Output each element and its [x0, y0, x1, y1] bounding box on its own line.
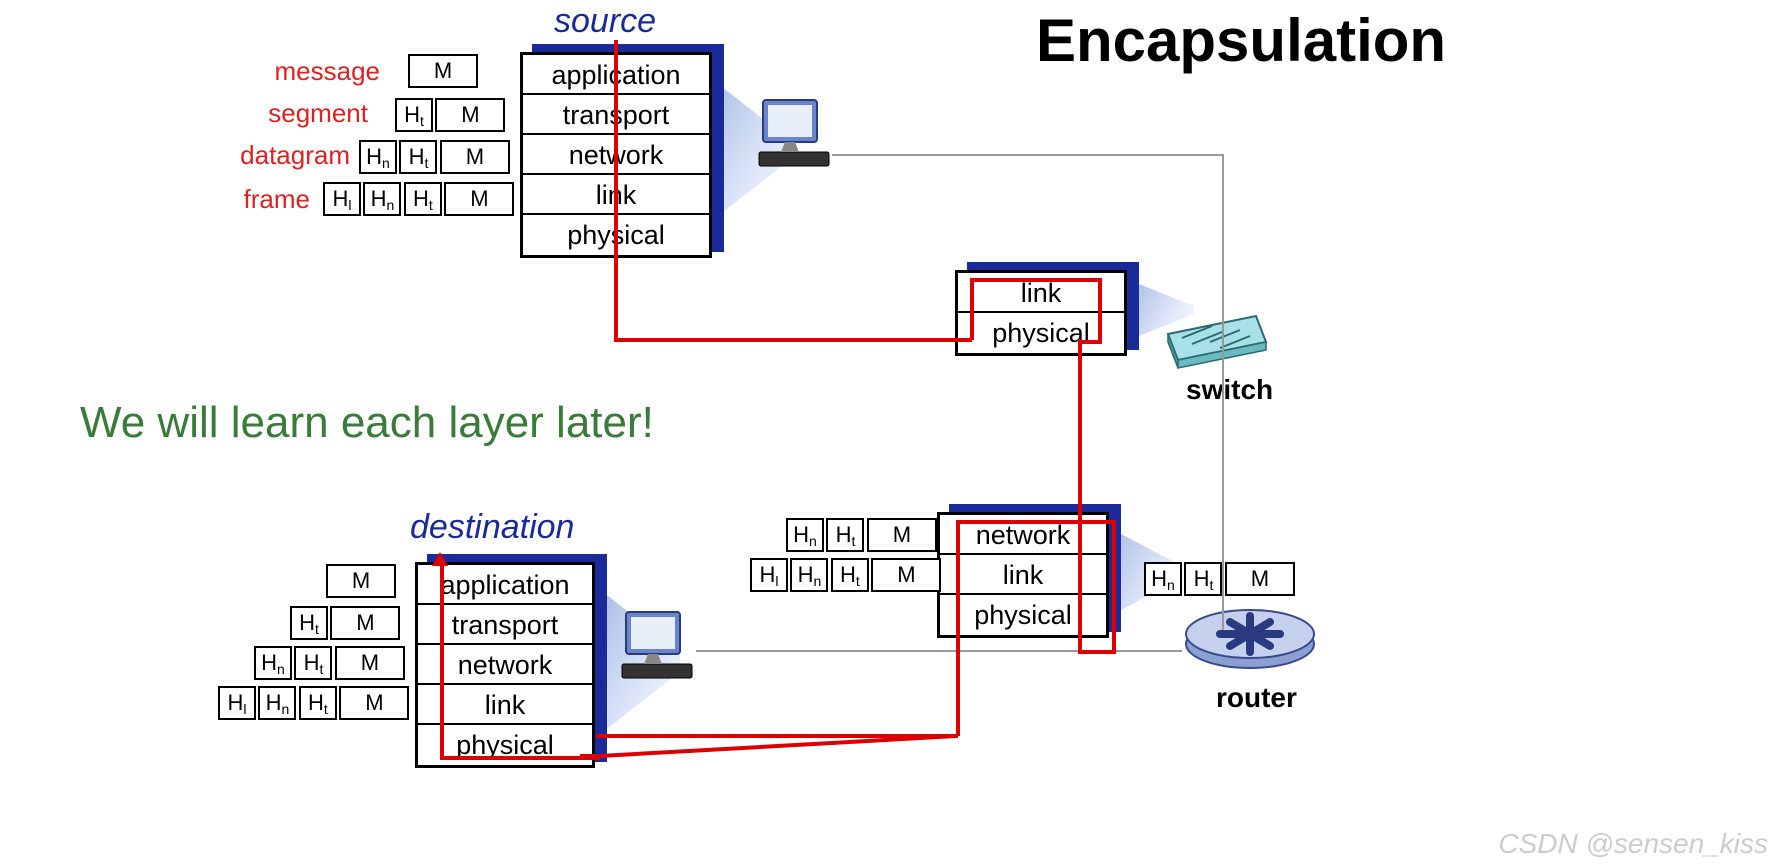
seg-ht: Ht: [395, 98, 433, 132]
computer-icon: [755, 96, 835, 176]
seg-hn: Hn: [790, 558, 828, 592]
seg-m: M: [330, 606, 400, 640]
red-path: [970, 278, 974, 340]
seg-m: M: [871, 558, 941, 592]
label-segment: segment: [258, 98, 368, 129]
seg-hl: Hl: [218, 686, 256, 720]
pdu-dst-datagram: Hn Ht M: [254, 646, 405, 680]
label-datagram: datagram: [210, 140, 350, 171]
seg-hn: Hn: [786, 518, 824, 552]
red-path: [970, 278, 1100, 282]
computer-icon: [618, 608, 698, 688]
dst-layer-link: link: [418, 685, 592, 725]
red-path: [956, 520, 1078, 524]
seg-m: M: [339, 686, 409, 720]
red-path: [440, 562, 444, 758]
seg-m: M: [335, 646, 405, 680]
wire: [832, 154, 1224, 156]
seg-ht: Ht: [299, 686, 337, 720]
dst-layer-application: application: [418, 565, 592, 605]
pdu-dst-message: M: [326, 564, 396, 598]
red-path: [614, 40, 618, 340]
destination-label: destination: [410, 508, 574, 547]
seg-hn: Hn: [258, 686, 296, 720]
pdu-dst-segment: Ht M: [290, 606, 400, 640]
router-label: router: [1216, 682, 1297, 714]
dst-layer-transport: transport: [418, 605, 592, 645]
router-icon: [1180, 598, 1320, 682]
seg-ht: Ht: [826, 518, 864, 552]
pdu-router-out: Hn Ht M: [1144, 562, 1295, 596]
seg-hl: Hl: [750, 558, 788, 592]
arrowhead-icon: [430, 552, 450, 568]
switch-icon: [1162, 314, 1272, 370]
seg-m: M: [1225, 562, 1295, 596]
pdu-router-frame: Hl Hn Ht M: [750, 558, 941, 592]
seg-hn: Hn: [254, 646, 292, 680]
pdu-segment: Ht M: [395, 98, 505, 132]
seg-hn: Hn: [359, 140, 397, 174]
switch-label: switch: [1186, 374, 1273, 406]
wire: [1222, 154, 1224, 630]
seg-ht: Ht: [399, 140, 437, 174]
router-stack: network link physical: [937, 512, 1109, 638]
dst-layer-network: network: [418, 645, 592, 685]
seg-ht: Ht: [294, 646, 332, 680]
red-path: [614, 338, 972, 342]
seg-hn: Hn: [1144, 562, 1182, 596]
watermark: CSDN @sensen_kiss: [1498, 828, 1768, 860]
pdu-datagram: Hn Ht M: [359, 140, 510, 174]
seg-ht: Ht: [831, 558, 869, 592]
red-path: [1078, 340, 1082, 650]
seg-ht: Ht: [1184, 562, 1222, 596]
red-path-diag: [580, 720, 980, 770]
red-path: [440, 756, 600, 760]
pdu-dst-frame: Hl Hn Ht M: [218, 686, 409, 720]
seg-m: M: [867, 518, 937, 552]
label-frame: frame: [220, 184, 310, 215]
pdu-message: M: [408, 54, 478, 88]
seg-hn: Hn: [363, 182, 401, 216]
seg-ht: Ht: [404, 182, 442, 216]
red-path: [1112, 520, 1116, 650]
seg-m: M: [326, 564, 396, 598]
source-label: source: [554, 2, 656, 41]
seg-hl: Hl: [323, 182, 361, 216]
seg-m: M: [408, 54, 478, 88]
red-path: [1078, 650, 1116, 654]
seg-ht: Ht: [290, 606, 328, 640]
seg-m: M: [444, 182, 514, 216]
red-path: [1078, 520, 1114, 524]
page-title: Encapsulation: [1036, 6, 1446, 75]
pdu-router-datagram: Hn Ht M: [786, 518, 937, 552]
seg-m: M: [435, 98, 505, 132]
red-path: [956, 520, 960, 736]
pdu-frame: Hl Hn Ht M: [323, 182, 514, 216]
seg-m: M: [440, 140, 510, 174]
caption-text: We will learn each layer later!: [80, 398, 654, 448]
label-message: message: [270, 56, 380, 87]
red-path: [1098, 278, 1102, 340]
